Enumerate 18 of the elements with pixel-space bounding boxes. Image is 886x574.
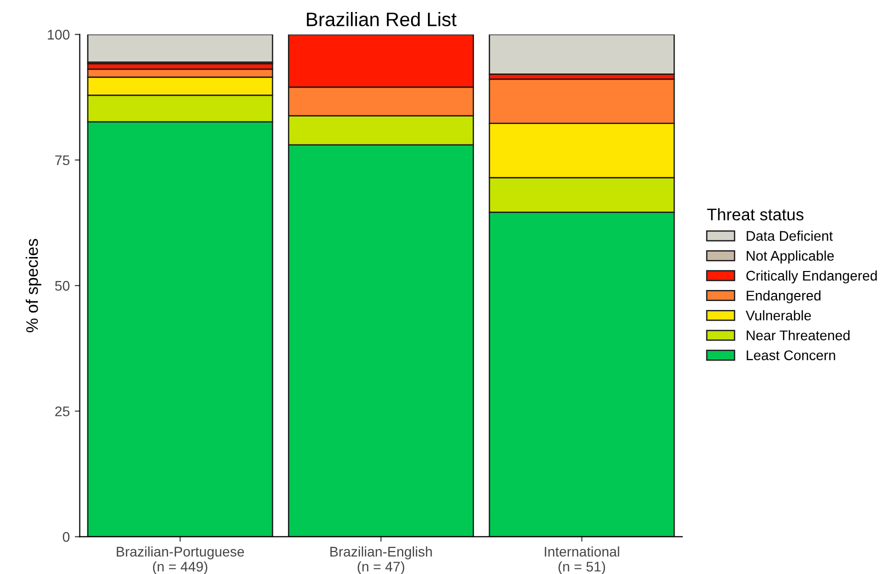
legend-label: Critically Endangered: [746, 270, 877, 284]
legend-label: Not Applicable: [746, 250, 834, 264]
y-tick-label: 50: [55, 280, 70, 291]
legend-title: Threat status: [707, 208, 804, 220]
y-tick-label: 100: [48, 30, 70, 40]
legend-label: Least Concern: [746, 350, 836, 360]
legend-label: Endangered: [746, 290, 820, 304]
x-tick-label: International (n = 51): [544, 546, 620, 574]
x-tick-label: Brazilian-English (n = 47): [330, 546, 432, 574]
y-tick-label: 25: [55, 406, 70, 416]
legend-label: Vulnerable: [746, 310, 811, 320]
legend-label: Near Threatened: [746, 330, 850, 340]
x-tick-label: Brazilian-Portuguese (n = 449): [116, 546, 244, 574]
y-tick-label: 0: [62, 532, 70, 542]
y-axis-title: % of species: [26, 238, 42, 332]
chart-title: Brazilian Red List: [306, 12, 456, 26]
y-tick-label: 75: [55, 155, 70, 166]
legend-label: Data Deficient: [746, 230, 833, 241]
